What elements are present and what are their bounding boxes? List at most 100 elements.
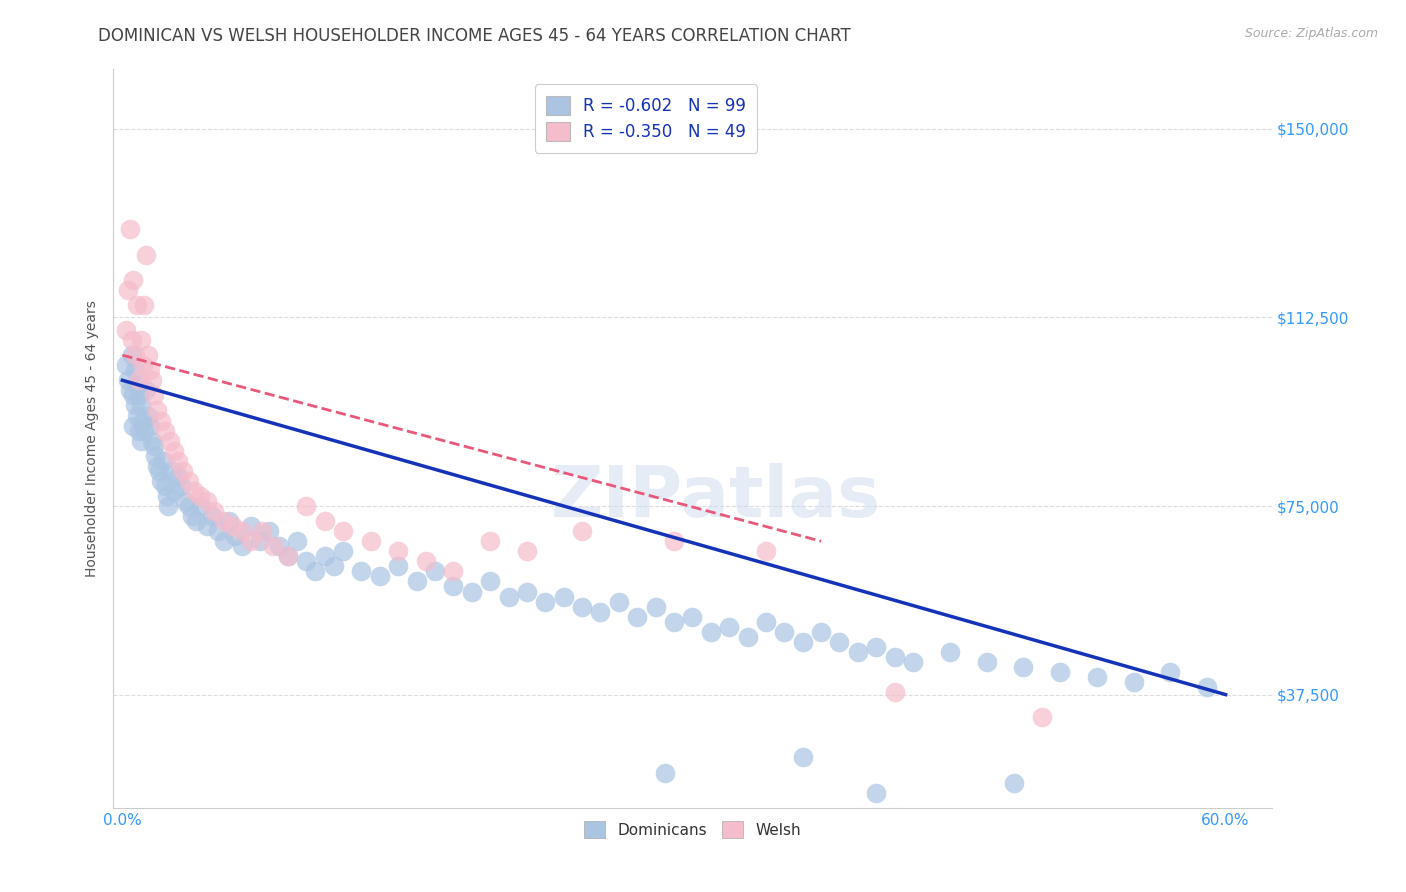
- Point: [534, 594, 557, 608]
- Point: [129, 333, 152, 347]
- Point: [174, 494, 197, 508]
- Point: [571, 599, 593, 614]
- Point: [136, 348, 159, 362]
- Point: [1012, 660, 1035, 674]
- Point: [571, 524, 593, 538]
- Point: [155, 489, 177, 503]
- Point: [118, 384, 141, 398]
- Point: [441, 565, 464, 579]
- Point: [134, 298, 156, 312]
- Point: [129, 399, 152, 413]
- Point: [146, 458, 169, 473]
- Point: [131, 413, 153, 427]
- Point: [360, 534, 382, 549]
- Point: [516, 544, 538, 558]
- Point: [461, 584, 484, 599]
- Point: [901, 655, 924, 669]
- Point: [654, 765, 676, 780]
- Point: [479, 574, 502, 589]
- Point: [224, 529, 246, 543]
- Point: [115, 323, 138, 337]
- Point: [626, 609, 648, 624]
- Point: [1122, 675, 1144, 690]
- Text: ZIPatlas: ZIPatlas: [551, 463, 880, 532]
- Point: [170, 479, 193, 493]
- Point: [218, 514, 240, 528]
- Point: [136, 409, 159, 423]
- Point: [128, 373, 150, 387]
- Point: [166, 468, 188, 483]
- Point: [1085, 670, 1108, 684]
- Point: [159, 434, 181, 448]
- Point: [212, 514, 235, 528]
- Point: [865, 640, 887, 654]
- Point: [177, 474, 200, 488]
- Point: [295, 554, 318, 568]
- Text: Source: ZipAtlas.com: Source: ZipAtlas.com: [1244, 27, 1378, 40]
- Point: [267, 539, 290, 553]
- Point: [121, 333, 143, 347]
- Y-axis label: Householder Income Ages 45 - 64 years: Householder Income Ages 45 - 64 years: [86, 300, 100, 576]
- Point: [150, 474, 173, 488]
- Point: [115, 358, 138, 372]
- Point: [589, 605, 612, 619]
- Text: DOMINICAN VS WELSH HOUSEHOLDER INCOME AGES 45 - 64 YEARS CORRELATION CHART: DOMINICAN VS WELSH HOUSEHOLDER INCOME AG…: [98, 27, 851, 45]
- Point: [122, 388, 145, 402]
- Point: [700, 624, 723, 639]
- Point: [295, 499, 318, 513]
- Point: [172, 464, 194, 478]
- Point: [152, 454, 174, 468]
- Point: [153, 479, 176, 493]
- Point: [201, 509, 224, 524]
- Point: [148, 464, 170, 478]
- Point: [1049, 665, 1071, 679]
- Point: [139, 418, 162, 433]
- Point: [166, 454, 188, 468]
- Point: [792, 750, 814, 764]
- Point: [127, 298, 149, 312]
- Point: [304, 565, 326, 579]
- Point: [846, 645, 869, 659]
- Point: [332, 544, 354, 558]
- Point: [415, 554, 437, 568]
- Legend: Dominicans, Welsh: Dominicans, Welsh: [578, 814, 807, 845]
- Point: [184, 514, 207, 528]
- Point: [883, 649, 905, 664]
- Point: [314, 549, 336, 564]
- Point: [146, 403, 169, 417]
- Point: [134, 424, 156, 438]
- Point: [479, 534, 502, 549]
- Point: [516, 584, 538, 599]
- Point: [883, 685, 905, 699]
- Point: [368, 569, 391, 583]
- Point: [249, 534, 271, 549]
- Point: [212, 534, 235, 549]
- Point: [773, 624, 796, 639]
- Point: [135, 384, 157, 398]
- Point: [121, 348, 143, 362]
- Point: [865, 786, 887, 800]
- Point: [423, 565, 446, 579]
- Point: [188, 489, 211, 503]
- Point: [142, 439, 165, 453]
- Point: [118, 222, 141, 236]
- Point: [644, 599, 666, 614]
- Point: [195, 519, 218, 533]
- Point: [240, 534, 263, 549]
- Point: [122, 273, 145, 287]
- Point: [127, 409, 149, 423]
- Point: [662, 615, 685, 629]
- Point: [441, 579, 464, 593]
- Point: [1002, 775, 1025, 789]
- Point: [181, 509, 204, 524]
- Point: [142, 388, 165, 402]
- Point: [350, 565, 373, 579]
- Point: [231, 524, 253, 538]
- Point: [259, 524, 281, 538]
- Point: [277, 549, 299, 564]
- Point: [207, 524, 229, 538]
- Point: [387, 544, 409, 558]
- Point: [128, 424, 150, 438]
- Point: [190, 499, 212, 513]
- Point: [662, 534, 685, 549]
